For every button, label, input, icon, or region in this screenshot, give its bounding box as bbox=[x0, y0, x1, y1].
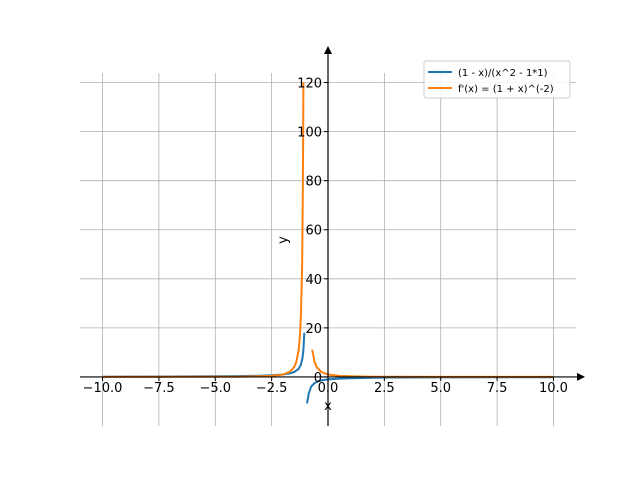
x-tick-label: −10.0 bbox=[83, 381, 123, 396]
y-tick-label: 0 bbox=[314, 371, 322, 386]
y-tick-label: 40 bbox=[305, 273, 322, 288]
y-tick-label: 100 bbox=[297, 126, 322, 141]
x-axis-label: x bbox=[324, 399, 332, 414]
x-tick-label: 10.0 bbox=[539, 381, 568, 396]
x-tick-label: −7.5 bbox=[143, 381, 175, 396]
series-line bbox=[102, 332, 306, 378]
y-axis-arrowhead bbox=[324, 46, 332, 54]
y-tick-label: 80 bbox=[305, 175, 322, 190]
legend-frame bbox=[423, 60, 571, 99]
axes bbox=[80, 46, 585, 426]
y-tick-label: 60 bbox=[305, 224, 322, 239]
x-tick-label: 5.0 bbox=[430, 381, 451, 396]
x-tick-label: −5.0 bbox=[199, 381, 231, 396]
series-line bbox=[311, 349, 554, 378]
x-tick-label: 0.0 bbox=[318, 381, 339, 396]
y-axis-label: y bbox=[276, 236, 291, 244]
y-tick-label: 120 bbox=[297, 77, 322, 92]
tick-labels: −10.0 −7.5 −5.0 −2.5 0.0 2.5 5.0 7.5 10.0 0 20 40 60… bbox=[83, 77, 568, 396]
x-axis-arrowhead bbox=[577, 372, 585, 381]
y-tick-label: 20 bbox=[305, 322, 322, 337]
legend-label: (1 - x)/(x^2 - 1*1) bbox=[458, 68, 548, 79]
x-tick-label: −2.5 bbox=[256, 381, 288, 396]
legend: (1 - x)/(x^2 - 1*1) f'(x) = (1 + x)^(-2) bbox=[423, 60, 571, 99]
x-tick-label: 7.5 bbox=[487, 381, 508, 396]
legend-label: f'(x) = (1 + x)^(-2) bbox=[458, 84, 554, 95]
x-tick-label: 2.5 bbox=[374, 381, 395, 396]
